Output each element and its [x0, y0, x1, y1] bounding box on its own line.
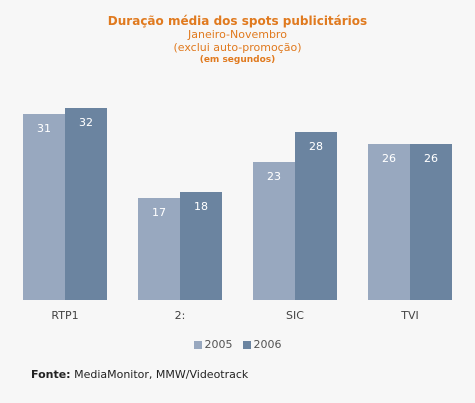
- bar-SIC-2005: [253, 162, 295, 300]
- source-line: Fonte: MediaMonitor, MMW/Videotrack: [31, 368, 248, 381]
- bar-RTP1-2006: [65, 108, 107, 300]
- legend-label-2005: 2005: [204, 338, 233, 351]
- legend-swatch-2006: [242, 340, 251, 349]
- data-label-2:-2005: 17: [152, 206, 166, 219]
- bar-TVI-2005: [368, 144, 410, 300]
- legend-item-2005: 2005: [193, 338, 233, 351]
- data-label-SIC-2005: 23: [267, 170, 281, 183]
- chart-unit: (em segundos): [199, 55, 276, 65]
- chart-subtitle: Janeiro-Novembro: [188, 28, 287, 41]
- x-tick-label: TVI: [400, 309, 419, 322]
- chart-title: Duração média dos spots publicitários: [107, 14, 368, 28]
- data-label-RTP1-2006: 32: [79, 116, 93, 129]
- legend: 2005 2006: [0, 338, 475, 351]
- source-text: MediaMonitor, MMW/Videotrack: [74, 368, 249, 381]
- legend-label-2006: 2006: [253, 338, 282, 351]
- data-label-SIC-2006: 28: [309, 140, 323, 153]
- bar-TVI-2006: [410, 144, 452, 300]
- title-block: Duração média dos spots publicitários Ja…: [0, 14, 475, 66]
- bar-SIC-2006: [295, 132, 337, 300]
- x-tick-label: 2:: [175, 309, 186, 322]
- x-tick-label: RTP1: [51, 309, 78, 322]
- bar-RTP1-2005: [23, 114, 65, 300]
- x-tick-label: SIC: [286, 309, 304, 322]
- data-label-TVI-2006: 26: [424, 152, 438, 165]
- data-label-RTP1-2005: 31: [37, 122, 51, 135]
- bar-2:-2005: [138, 198, 180, 300]
- bar-2:-2006: [180, 192, 222, 300]
- data-label-TVI-2005: 26: [382, 152, 396, 165]
- data-label-2:-2006: 18: [194, 200, 208, 213]
- source-label: Fonte:: [31, 368, 71, 381]
- legend-item-2006: 2006: [242, 338, 282, 351]
- legend-swatch-2005: [193, 340, 202, 349]
- chart-note: (exclui auto-promoção): [173, 41, 302, 54]
